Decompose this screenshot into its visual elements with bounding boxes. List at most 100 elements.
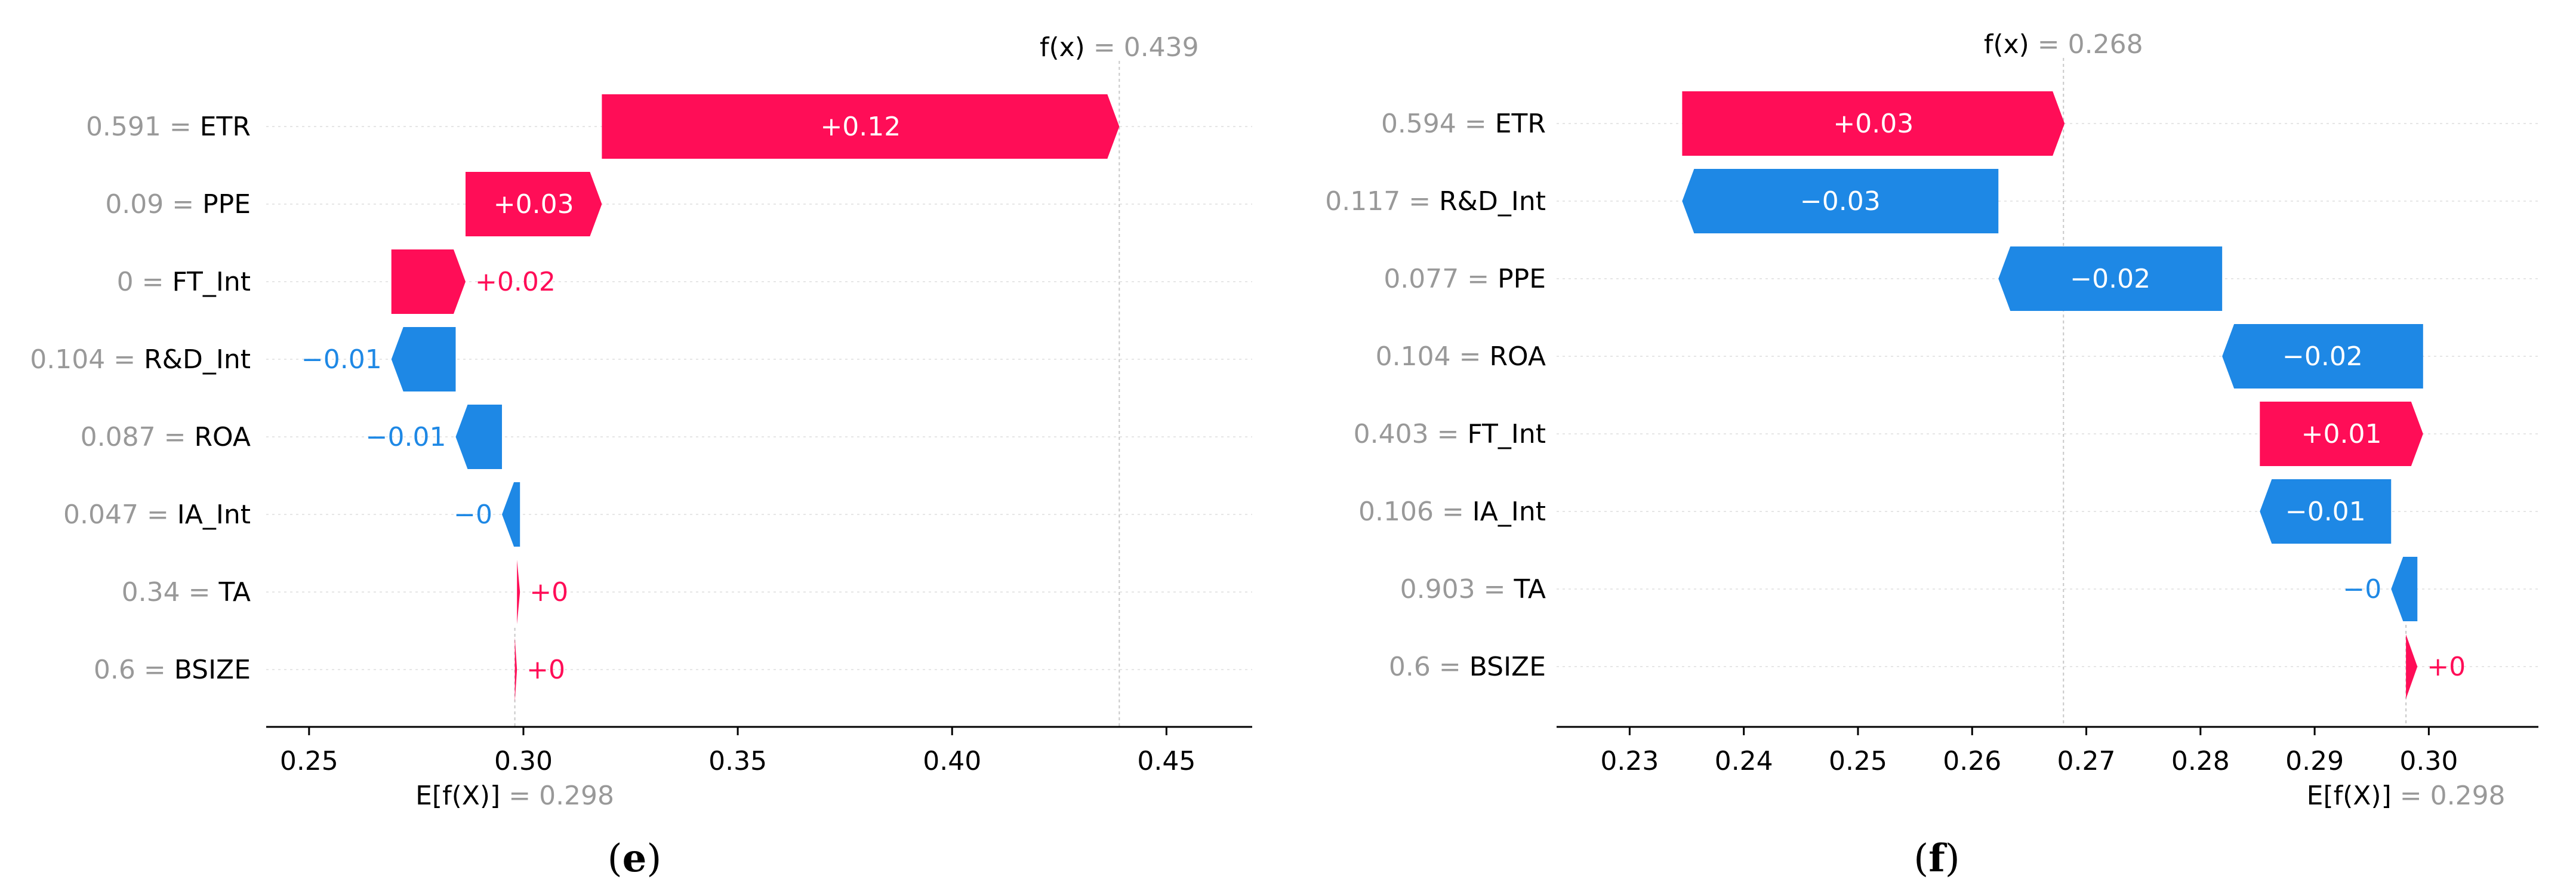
feature-value: 0.077 (1383, 264, 1459, 294)
feature-name: ETR (1495, 109, 1546, 139)
contribution-label: +0.03 (1833, 109, 1913, 139)
feature-label: 0.6 = BSIZE (1389, 652, 1546, 682)
feature-label: 0.106 = IA_Int (1358, 497, 1546, 527)
feature-equals: = (1475, 574, 1514, 605)
feature-name: TA (1513, 574, 1546, 605)
x-tick-label: 0.28 (2171, 746, 2230, 776)
base-value-text: = 0.298 (500, 781, 614, 811)
bar-roa (2222, 324, 2423, 389)
feature-name: ROA (194, 422, 251, 452)
feature-value: 0.117 (1325, 186, 1400, 217)
bar-etr (602, 94, 1120, 159)
feature-equals: = (164, 189, 202, 220)
x-tick-label: 0.30 (2399, 746, 2458, 776)
feature-name: BSIZE (1469, 652, 1546, 682)
feature-value: 0.106 (1358, 497, 1434, 527)
feature-label: 0.104 = R&D_Int (30, 344, 251, 375)
feature-equals: = (1459, 264, 1497, 294)
waterfall-panel-f: +0.03 0.594 = ETR −0.03 0.117 = R&D_Int −0.0… (1325, 29, 2538, 881)
feature-name: BSIZE (174, 655, 251, 685)
base-label: E[f(X)] (415, 781, 500, 811)
output-value-label: f(x) = 0.439 (1040, 32, 1199, 63)
output-label: f(x) (1040, 32, 1085, 63)
bar-r-d-int (391, 327, 456, 391)
contribution-label: +0 (2427, 652, 2466, 682)
feature-equals: = (1451, 341, 1490, 372)
waterfall-panel-e: +0.12 0.591 = ETR +0.03 0.09 = PPE +0.02 0 = … (30, 32, 1252, 881)
contribution-label: −0.02 (2070, 264, 2150, 294)
feature-label: 0.087 = ROA (81, 422, 251, 452)
contribution-label: +0.12 (820, 112, 901, 142)
feature-value: 0.047 (63, 500, 138, 530)
feature-equals: = (134, 267, 172, 297)
feature-label: 0.077 = PPE (1383, 264, 1546, 294)
feature-equals: = (180, 577, 219, 608)
x-tick-label: 0.25 (1829, 746, 1887, 776)
feature-label: 0.903 = TA (1400, 574, 1546, 605)
contribution-label: +0.02 (475, 267, 556, 297)
contribution-label: −0.01 (301, 344, 382, 375)
feature-value: 0.104 (30, 344, 105, 375)
x-tick-label: 0.30 (494, 746, 553, 776)
contribution-label: −0.01 (2285, 497, 2366, 527)
output-value-label: f(x) = 0.268 (1984, 29, 2143, 60)
feature-value: 0 (117, 267, 134, 297)
x-tick-label: 0.45 (1137, 746, 1195, 776)
caption-letter: f (1928, 836, 1947, 881)
feature-equals: = (1456, 109, 1495, 139)
contribution-label: +0.03 (494, 189, 574, 220)
feature-value: 0.6 (94, 655, 135, 685)
contribution-label: −0.01 (366, 422, 446, 452)
feature-name: TA (218, 577, 251, 608)
feature-name: R&D_Int (144, 344, 251, 375)
bar-ta (517, 560, 520, 624)
bar-ia-int (2260, 479, 2392, 544)
caption-close-paren: ) (1945, 837, 1960, 881)
bar-ia-int (502, 482, 520, 547)
feature-equals: = (138, 500, 177, 530)
bar-ta (2391, 557, 2418, 621)
x-tick-label: 0.35 (708, 746, 767, 776)
panel-caption: (e) (608, 836, 662, 881)
feature-value: 0.591 (86, 112, 161, 142)
contribution-label: −0 (454, 500, 492, 530)
feature-equals: = (105, 344, 144, 375)
caption-letter: e (623, 836, 647, 881)
feature-label: 0.403 = FT_Int (1354, 419, 1546, 449)
bar-r-d-int (1682, 169, 1999, 233)
feature-value: 0.09 (105, 189, 164, 220)
feature-label: 0.591 = ETR (86, 112, 251, 142)
base-value-label: E[f(X)] = 0.298 (415, 781, 614, 811)
feature-name: IA_Int (1472, 497, 1546, 527)
feature-equals: = (1429, 419, 1468, 449)
base-value-text: = 0.298 (2392, 781, 2506, 811)
contribution-label: −0 (2343, 574, 2381, 605)
feature-value: 0.087 (81, 422, 156, 452)
feature-label: 0.09 = PPE (105, 189, 251, 220)
feature-name: ROA (1489, 341, 1546, 372)
bar-bsize (514, 637, 517, 702)
bar-etr (1682, 91, 2065, 156)
feature-equals: = (135, 655, 174, 685)
bar-ft-int (391, 249, 466, 314)
feature-value: 0.6 (1389, 652, 1431, 682)
bar-ppe (1998, 246, 2223, 311)
feature-name: PPE (202, 189, 251, 220)
output-value-text: = 0.439 (1085, 32, 1199, 63)
feature-label: 0.6 = BSIZE (94, 655, 251, 685)
bar-roa (455, 405, 503, 469)
contribution-label: −0.03 (1800, 186, 1881, 217)
x-tick-label: 0.26 (1943, 746, 2001, 776)
bar-ppe (465, 172, 602, 236)
x-tick-label: 0.40 (923, 746, 981, 776)
contribution-label: +0.01 (2301, 419, 2382, 449)
feature-value: 0.403 (1354, 419, 1429, 449)
contribution-label: +0 (526, 655, 565, 685)
feature-label: 0.104 = ROA (1376, 341, 1546, 372)
feature-name: PPE (1497, 264, 1546, 294)
base-value-label: E[f(X)] = 0.298 (2307, 781, 2506, 811)
base-label: E[f(X)] (2307, 781, 2392, 811)
caption-open-paren: ( (608, 837, 623, 881)
feature-name: IA_Int (177, 500, 251, 530)
feature-equals: = (161, 112, 200, 142)
